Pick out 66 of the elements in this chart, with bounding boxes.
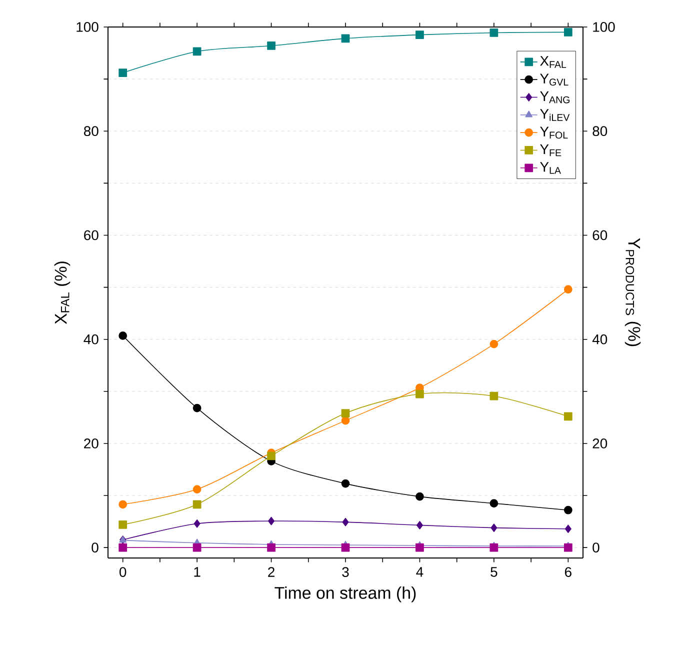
x-tick-label: 1	[194, 567, 200, 577]
x-tick-label: 2	[268, 567, 274, 577]
legend-label: Y$_{FOL}$	[540, 126, 568, 139]
y2-tick-label: 60	[592, 230, 608, 240]
y2-tick-label: 0	[592, 542, 600, 553]
x-tick-label: 5	[490, 567, 498, 577]
point	[341, 409, 350, 418]
x-tick-label: 3	[342, 567, 349, 577]
legend-label: Y$_{FE}$	[540, 144, 562, 156]
y-tick-label: 0	[92, 542, 98, 553]
point	[564, 524, 572, 534]
point	[118, 543, 128, 552]
y2-tick-label: 40	[592, 334, 608, 344]
point	[490, 28, 498, 37]
point	[341, 479, 350, 488]
point	[118, 520, 128, 529]
point	[490, 524, 498, 532]
point	[416, 30, 424, 39]
y2-tick-label: 80	[592, 126, 608, 136]
point	[118, 332, 128, 340]
x-tick-label: 4	[416, 567, 424, 577]
point	[490, 340, 498, 348]
y2-tick-label: 20	[592, 438, 608, 448]
point	[192, 485, 202, 494]
point	[267, 452, 276, 460]
x-tick-label: 6	[564, 567, 572, 577]
point	[564, 412, 572, 421]
point	[490, 499, 498, 508]
legend-label: X$_{FAL}$	[540, 56, 566, 68]
point	[490, 392, 498, 400]
point	[192, 47, 202, 56]
point	[416, 390, 424, 398]
x-tick-label: 0	[120, 567, 126, 577]
point	[118, 68, 128, 77]
point	[192, 404, 202, 412]
legend-label: Y$_{LA}$	[540, 162, 561, 174]
y-axis-title: X$_{FAL}$ (%)	[54, 262, 70, 324]
point	[118, 500, 128, 509]
point	[564, 506, 572, 514]
point	[490, 543, 498, 552]
point	[564, 543, 572, 552]
y-tick-label: 100	[76, 22, 98, 32]
point	[564, 285, 572, 294]
y2-axis-title: Y$_{PRODUCTS}$ (%)	[624, 238, 641, 346]
y-tick-label: 20	[84, 438, 98, 448]
point	[416, 543, 424, 552]
point	[416, 492, 424, 501]
y-tick-label: 80	[84, 126, 98, 136]
point	[267, 543, 276, 552]
point	[192, 500, 202, 509]
point	[564, 28, 572, 36]
point	[194, 519, 200, 528]
point	[342, 518, 349, 526]
legend-label: Y$_{ANG}$	[540, 91, 570, 104]
point	[341, 34, 350, 43]
x-axis-title: Time on stream (h)	[274, 586, 416, 602]
legend-label: Y$_{GVL}$	[540, 74, 568, 86]
point	[267, 42, 276, 50]
point	[416, 521, 423, 530]
y-tick-label: 60	[84, 230, 98, 240]
point	[341, 543, 350, 552]
legend-label: Y$_{iLEV}$	[540, 109, 570, 121]
point	[192, 543, 202, 552]
y-tick-label: 40	[84, 334, 98, 344]
y2-tick-label: 100	[593, 22, 615, 32]
point	[268, 516, 275, 526]
